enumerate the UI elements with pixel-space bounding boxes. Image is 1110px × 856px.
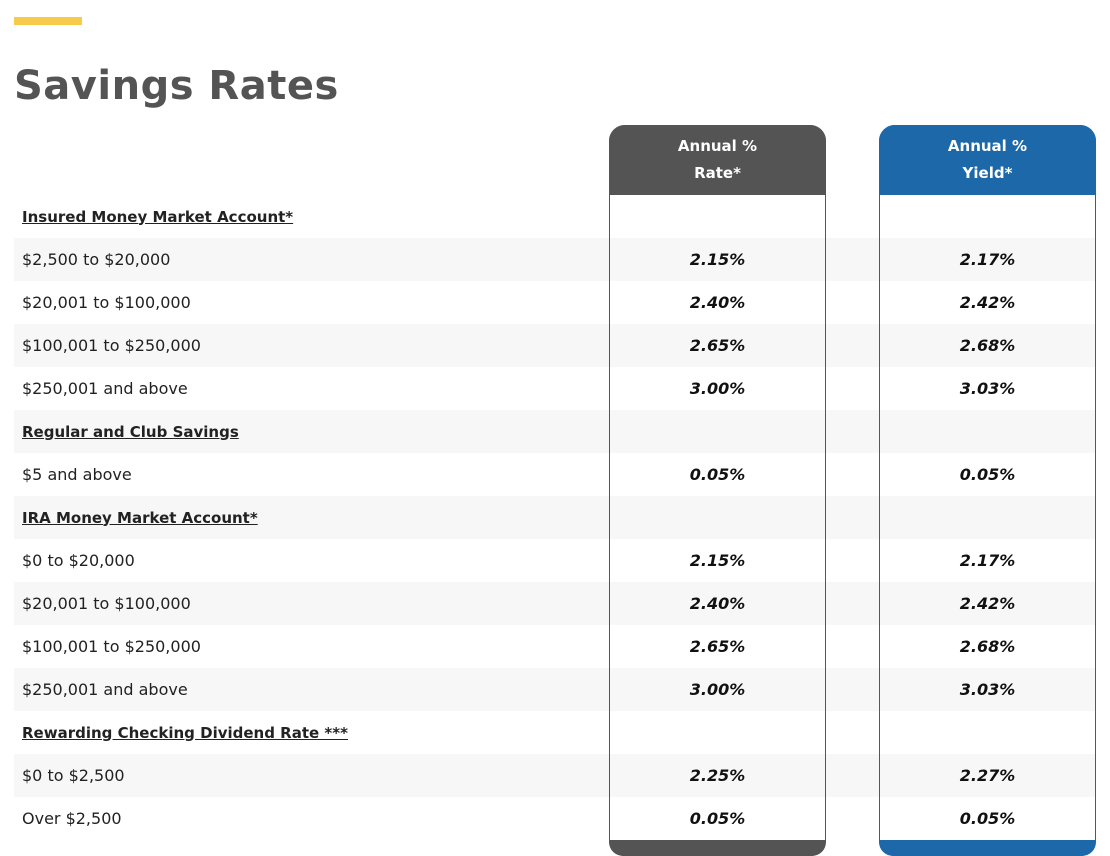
tier-label: $2,500 to $20,000 [22,250,171,269]
rate-value: 2.25% [689,766,746,785]
table-row: Over $2,500 0.05% 0.05% [22,797,1096,840]
rate-value: 0.05% [689,465,746,484]
tier-label: $20,001 to $100,000 [22,594,191,613]
yield-column-footer [879,840,1096,856]
yield-value: 0.05% [959,465,1016,484]
rate-value: 0.05% [689,809,746,828]
tier-label: Over $2,500 [22,809,122,828]
yield-value: 2.17% [959,250,1016,269]
rate-value: 2.65% [689,336,746,355]
yield-value: 2.42% [959,293,1016,312]
rate-column-footer [609,840,826,856]
section-header-row: Insured Money Market Account* [22,195,1096,238]
row-background [14,324,1096,367]
yield-value: 2.27% [959,766,1016,785]
rate-value: 2.15% [689,551,746,570]
row-background [14,582,1096,625]
table-row: $20,001 to $100,000 2.40% 2.42% [22,582,1096,625]
table-row: $250,001 and above 3.00% 3.03% [22,668,1096,711]
page-title: Savings Rates [14,63,339,109]
accent-bar [14,17,82,25]
yield-value: 2.17% [959,551,1016,570]
tier-label: $0 to $2,500 [22,766,125,785]
row-background [14,496,1096,539]
tier-label: $100,001 to $250,000 [22,637,201,656]
table-row: $2,500 to $20,000 2.15% 2.17% [22,238,1096,281]
table-row: $5 and above 0.05% 0.05% [22,453,1096,496]
yield-value: 2.68% [959,336,1016,355]
yield-value: 2.42% [959,594,1016,613]
table-row: $0 to $2,500 2.25% 2.27% [22,754,1096,797]
section-title: Insured Money Market Account* [22,207,294,226]
yield-value: 2.68% [959,637,1016,656]
section-header-row: IRA Money Market Account* [22,496,1096,539]
tier-label: $250,001 and above [22,680,188,699]
table-row: $250,001 and above 3.00% 3.03% [22,367,1096,410]
table-row: $100,001 to $250,000 2.65% 2.68% [22,324,1096,367]
row-background [14,754,1096,797]
tier-label: $0 to $20,000 [22,551,135,570]
rate-value: 2.40% [689,594,746,613]
table-row: $20,001 to $100,000 2.40% 2.42% [22,281,1096,324]
rate-header-line2: Rate* [694,164,741,182]
rate-value: 2.65% [689,637,746,656]
yield-value: 3.03% [959,680,1016,699]
yield-value: 3.03% [959,379,1016,398]
rate-value: 3.00% [689,379,746,398]
tier-label: $5 and above [22,465,132,484]
section-title: IRA Money Market Account* [22,508,258,527]
rate-column-header: Annual % Rate* [609,125,826,195]
rate-value: 2.15% [689,250,746,269]
section-title: Regular and Club Savings [22,422,239,441]
yield-header-line2: Yield* [962,164,1013,182]
yield-column-header: Annual % Yield* [879,125,1096,195]
rate-header-line1: Annual % [677,137,758,155]
section-header-row: Rewarding Checking Dividend Rate *** [22,711,1096,754]
section-header-row: Regular and Club Savings [22,410,1096,453]
rate-value: 2.40% [689,293,746,312]
rate-value: 3.00% [689,680,746,699]
row-background [14,410,1096,453]
table-row: $100,001 to $250,000 2.65% 2.68% [22,625,1096,668]
row-background [14,238,1096,281]
yield-header-line1: Annual % [947,137,1028,155]
tier-label: $250,001 and above [22,379,188,398]
yield-value: 0.05% [959,809,1016,828]
tier-label: $100,001 to $250,000 [22,336,201,355]
row-background [14,668,1096,711]
section-title: Rewarding Checking Dividend Rate *** [22,723,348,742]
tier-label: $20,001 to $100,000 [22,293,191,312]
table-row: $0 to $20,000 2.15% 2.17% [22,539,1096,582]
